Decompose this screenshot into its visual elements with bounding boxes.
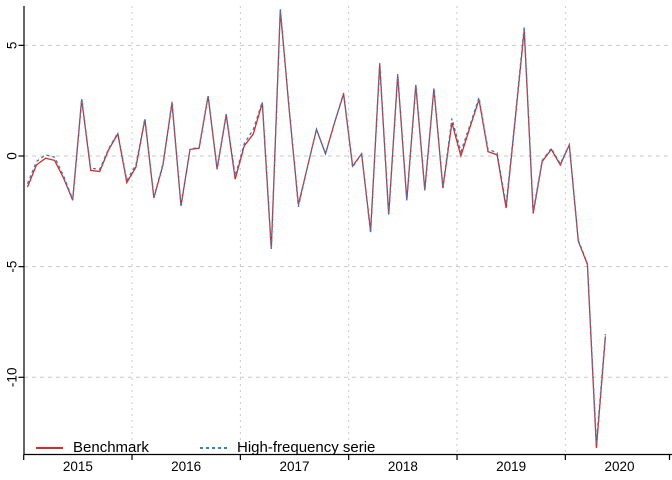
x-tick-label: 2015 xyxy=(63,459,93,474)
legend-label-benchmark: Benchmark xyxy=(73,439,149,456)
high-frequency-line-swatch xyxy=(200,447,227,449)
legend-label-high-frequency: High-frequency serie xyxy=(237,439,376,456)
legend-item-high-frequency: High-frequency serie xyxy=(200,440,375,456)
legend-item-benchmark: Benchmark xyxy=(36,440,149,456)
y-tick-label: -5 xyxy=(5,261,20,273)
benchmark-line-swatch xyxy=(36,447,63,449)
x-tick-label: 2018 xyxy=(388,459,418,474)
y-tick-label: 0 xyxy=(5,152,20,160)
x-tick-label: 2019 xyxy=(496,459,526,474)
y-tick-label: 5 xyxy=(5,42,20,50)
x-tick-label: 2017 xyxy=(280,459,310,474)
x-tick-label: 2016 xyxy=(171,459,201,474)
y-tick-label: -10 xyxy=(5,368,20,388)
series-line-high-frequency xyxy=(26,8,607,443)
x-tick-label: 2020 xyxy=(604,459,634,474)
